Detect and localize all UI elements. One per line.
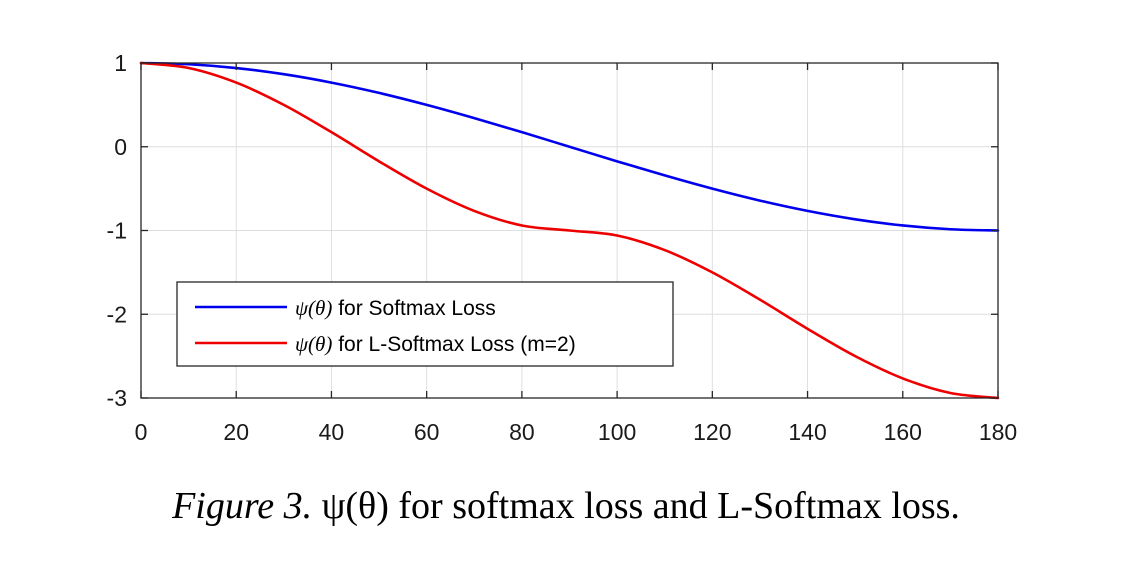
x-axis-tick-labels: 0 20 40 60 80 100 120 140 160 180 (135, 419, 1018, 445)
legend-text: for L-Softmax Loss (m=2) (332, 333, 575, 356)
legend-symbol: ψ(θ) (295, 332, 332, 356)
line-chart: 0 20 40 60 80 100 120 140 160 180 1 0 -1 -2 -3 ψ(θ) f… (107, 50, 1018, 445)
y-axis-tick-labels: 1 0 -1 -2 -3 (107, 50, 127, 411)
y-tick-label: -2 (107, 301, 127, 327)
x-tick-label: 120 (693, 419, 731, 445)
figure-label: Figure 3. (172, 485, 313, 527)
series-line-1 (139, 61, 1000, 232)
series-lines (139, 61, 1000, 400)
caption-symbol: ψ(θ) (321, 485, 389, 527)
legend-text: for Softmax Loss (332, 297, 495, 320)
x-tick-label: 60 (414, 419, 440, 445)
x-tick-label: 0 (135, 419, 148, 445)
caption-text: for softmax loss and L-Softmax loss. (388, 485, 960, 527)
x-tick-label: 80 (509, 419, 535, 445)
figure-caption: Figure 3. ψ(θ) for softmax loss and L-So… (0, 484, 1132, 528)
x-tick-label: 140 (788, 419, 826, 445)
x-tick-label: 180 (979, 419, 1017, 445)
series-line-2 (139, 61, 1000, 400)
legend-label-1: ψ(θ) for Softmax Loss (295, 296, 496, 320)
legend-box (176, 281, 674, 367)
y-tick-label: -3 (107, 385, 127, 411)
y-tick-label: -1 (107, 218, 127, 244)
legend-label-2: ψ(θ) for L-Softmax Loss (m=2) (295, 332, 576, 356)
y-tick-label: 0 (114, 134, 127, 160)
x-tick-label: 20 (223, 419, 249, 445)
x-tick-label: 40 (319, 419, 345, 445)
x-tick-label: 100 (598, 419, 636, 445)
legend-symbol: ψ(θ) (295, 296, 332, 320)
axis-ticks (140, 62, 999, 399)
y-tick-label: 1 (114, 50, 127, 76)
x-tick-label: 160 (884, 419, 922, 445)
